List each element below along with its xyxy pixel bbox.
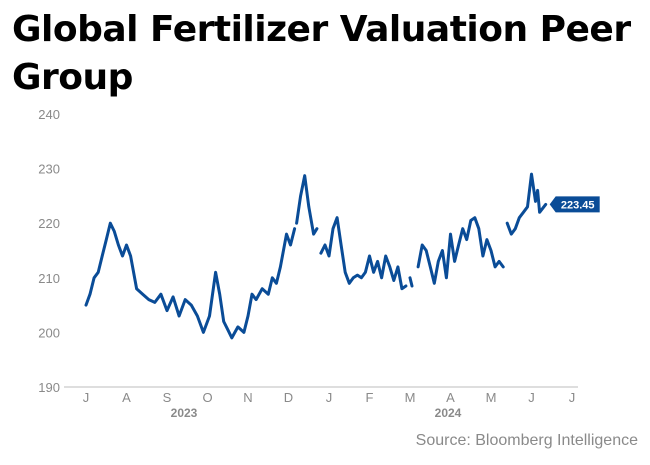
x-tick-label: M <box>405 390 416 405</box>
x-tick-label: J <box>569 390 576 405</box>
series-line <box>408 276 414 288</box>
series-line <box>416 216 505 285</box>
y-tick-label: 200 <box>38 325 60 340</box>
x-tick-label: J <box>83 390 90 405</box>
x-year-label: 2023 <box>171 406 198 420</box>
series-line <box>84 221 297 340</box>
x-tick-label: N <box>243 390 252 405</box>
y-tick-label: 230 <box>38 162 60 177</box>
x-tick-label: J <box>528 390 535 405</box>
x-tick-label: O <box>202 390 212 405</box>
y-tick-label: 240 <box>38 107 60 122</box>
series-line <box>505 172 548 236</box>
x-tick-label: F <box>366 390 374 405</box>
y-tick-label: 190 <box>38 380 60 395</box>
last-value-callout <box>549 196 600 213</box>
series-line <box>295 174 319 236</box>
x-tick-label: M <box>486 390 497 405</box>
source-note: Source: Bloomberg Intelligence <box>415 432 638 449</box>
x-tick-label: S <box>163 390 172 405</box>
x-tick-label: A <box>446 390 455 405</box>
x-tick-label: A <box>122 390 131 405</box>
last-value-label: 223.45 <box>561 199 595 211</box>
series-line <box>319 216 408 291</box>
x-tick-label: J <box>326 390 333 405</box>
y-tick-label: 210 <box>38 271 60 286</box>
y-tick-label: 220 <box>38 216 60 231</box>
x-tick-label: D <box>284 390 293 405</box>
chart-title: Global Fertilizer Valuation Peer Group <box>12 9 631 98</box>
x-year-label: 2024 <box>435 406 462 420</box>
